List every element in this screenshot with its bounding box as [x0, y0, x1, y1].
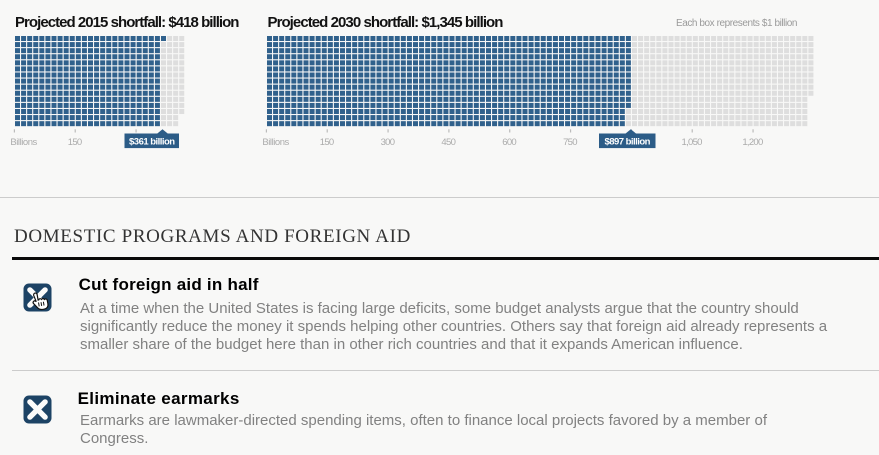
svg-text:1,200: 1,200: [742, 137, 763, 148]
svg-text:Projected 2015 shortfall: $418: Projected 2015 shortfall: $418 billion: [15, 14, 239, 31]
svg-text:$361 billion: $361 billion: [129, 136, 175, 147]
svg-text:Projected 2030 shortfall: $1,3: Projected 2030 shortfall: $1,345 billion: [268, 14, 504, 31]
svg-text:300: 300: [381, 137, 395, 148]
svg-text:Billions: Billions: [262, 137, 289, 148]
svg-text:150: 150: [320, 137, 334, 148]
svg-text:Each box represents $1 billion: Each box represents $1 billion: [676, 18, 797, 29]
svg-text:150: 150: [68, 137, 82, 148]
svg-text:Billions: Billions: [10, 137, 37, 148]
svg-text:600: 600: [502, 137, 516, 148]
svg-text:450: 450: [441, 137, 455, 148]
svg-text:$897 billion: $897 billion: [604, 136, 650, 147]
svg-text:1,050: 1,050: [681, 137, 702, 148]
svg-text:750: 750: [563, 137, 577, 148]
